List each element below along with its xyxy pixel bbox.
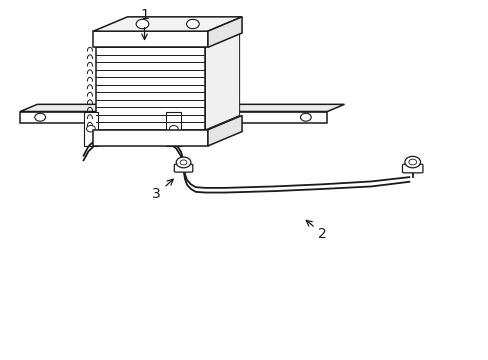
Circle shape: [186, 19, 199, 29]
Text: 1: 1: [140, 8, 149, 40]
Circle shape: [300, 113, 311, 121]
FancyBboxPatch shape: [402, 164, 422, 173]
Polygon shape: [93, 31, 207, 47]
Circle shape: [136, 19, 148, 29]
Circle shape: [176, 157, 190, 168]
Polygon shape: [83, 112, 98, 146]
Circle shape: [86, 126, 95, 132]
Polygon shape: [20, 112, 327, 123]
Polygon shape: [205, 33, 239, 130]
Text: 3: 3: [152, 179, 173, 201]
Circle shape: [169, 126, 178, 132]
Polygon shape: [207, 116, 242, 146]
Polygon shape: [96, 47, 205, 130]
Polygon shape: [20, 104, 344, 112]
Polygon shape: [93, 130, 207, 146]
Polygon shape: [207, 17, 242, 47]
Polygon shape: [93, 17, 242, 31]
Circle shape: [35, 113, 45, 121]
FancyBboxPatch shape: [174, 164, 192, 172]
Circle shape: [404, 156, 420, 168]
Polygon shape: [166, 112, 181, 146]
Text: 2: 2: [305, 220, 326, 241]
